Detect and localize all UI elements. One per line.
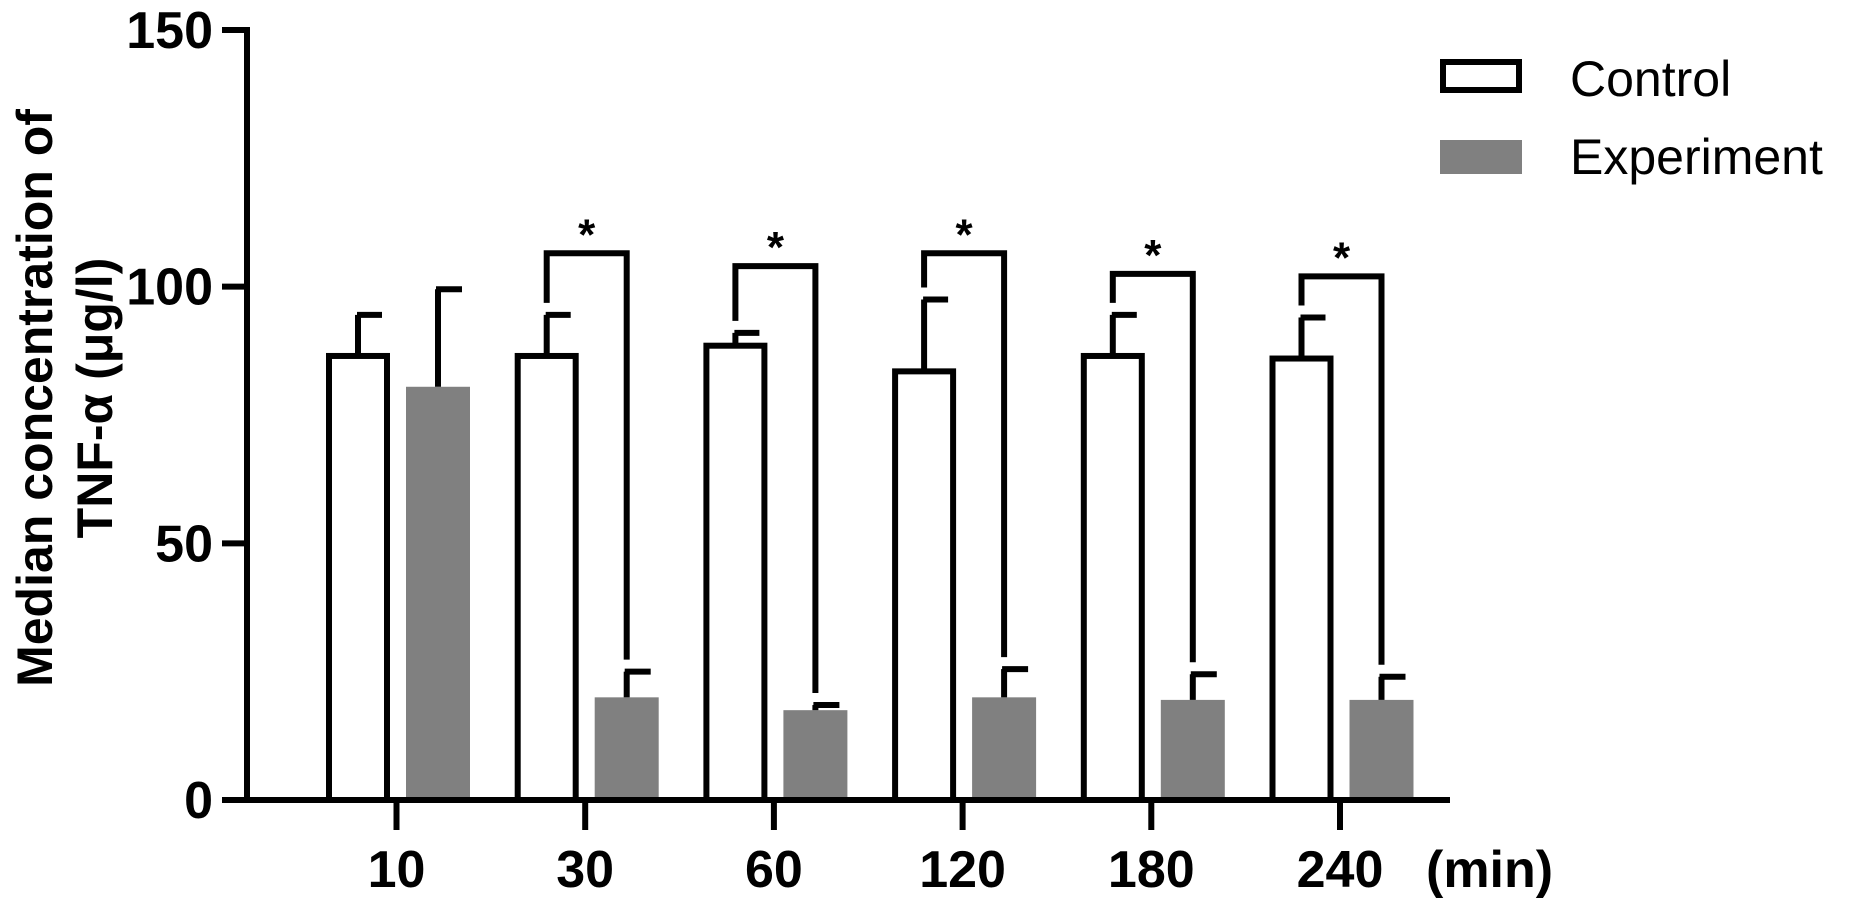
y-axis-label: Median concentration of TNF-α (μg/l) — [7, 109, 123, 687]
significance-star: * — [578, 210, 596, 259]
x-tick-label: 10 — [368, 841, 426, 899]
x-axis: (min) 10 30 60 120 180 240 — [244, 797, 1553, 899]
significance-star: * — [767, 223, 785, 272]
y-tick-label: 150 — [126, 2, 213, 60]
legend-swatch-experiment — [1440, 140, 1522, 174]
experiment-bar — [783, 710, 848, 800]
experiment-bar — [1160, 699, 1225, 800]
significance-bracket — [732, 263, 819, 694]
experiment-bar — [594, 697, 659, 800]
y-axis: 0 50 100 150 — [126, 2, 250, 830]
y-tick-label: 100 — [126, 259, 213, 317]
experiment-bar — [1349, 699, 1414, 800]
legend-label-control: Control — [1570, 51, 1731, 107]
error-bars — [355, 286, 1406, 711]
legend-swatch-control — [1440, 59, 1522, 93]
significance-star: * — [1333, 233, 1351, 282]
y-axis-label-line-2: TNF-α (μg/l) — [67, 258, 123, 539]
control-bar — [892, 368, 957, 803]
experiment-bar — [406, 386, 470, 800]
y-axis-label-line-1: Median concentration of — [7, 109, 63, 687]
significance-star: * — [1144, 231, 1162, 280]
x-axis-unit-label: (min) — [1426, 841, 1553, 899]
x-tick-label: 180 — [1108, 841, 1195, 899]
significance-bracket — [1109, 270, 1196, 663]
control-bar — [1269, 355, 1334, 803]
significance-bracket — [543, 250, 630, 660]
significance-bracket — [921, 250, 1008, 658]
x-tick-label: 30 — [556, 841, 614, 899]
x-tick-label: 240 — [1297, 841, 1384, 899]
x-tick-label: 60 — [745, 841, 803, 899]
control-bar — [326, 352, 390, 803]
x-tick-label: 120 — [919, 841, 1006, 899]
y-tick-label: 0 — [184, 772, 213, 830]
y-tick-label: 50 — [155, 515, 213, 573]
legend-label-experiment: Experiment — [1570, 129, 1823, 185]
control-bar — [703, 342, 768, 803]
bars — [326, 342, 1414, 803]
significance-bracket — [1298, 273, 1385, 665]
experiment-bar — [972, 697, 1037, 800]
significance-brackets: * * * * * — [543, 210, 1385, 694]
control-bar — [1080, 352, 1145, 803]
significance-star: * — [956, 210, 974, 259]
legend: Control Experiment — [1440, 51, 1823, 185]
control-bar — [514, 352, 579, 803]
